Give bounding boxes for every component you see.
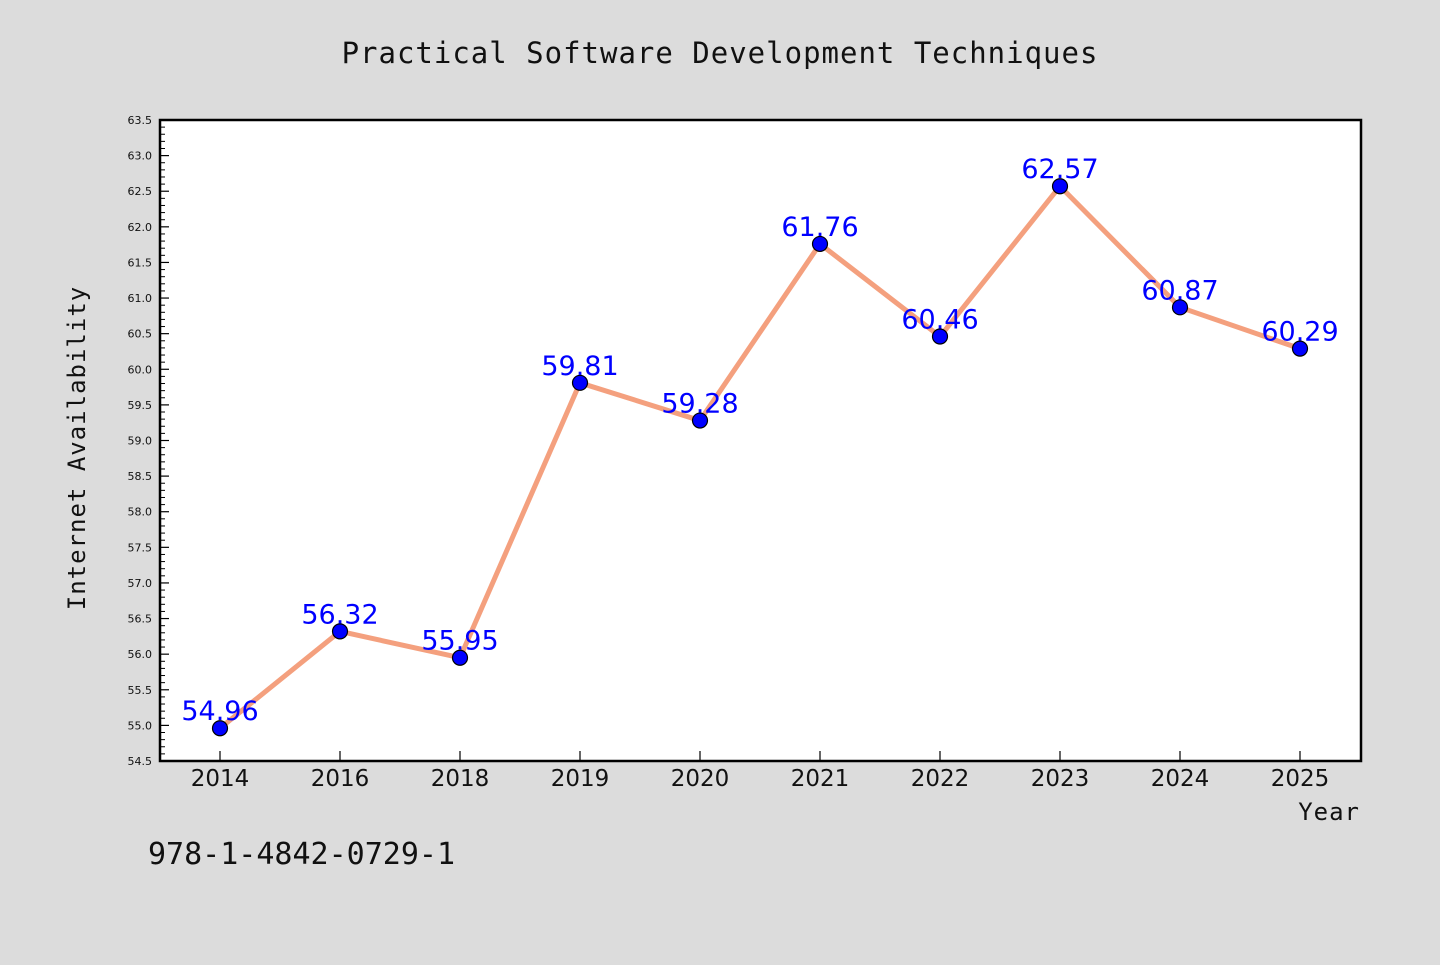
data-label: 61.76 [781, 212, 858, 243]
y-tick-label: 57.0 [128, 577, 153, 590]
chart-title: Practical Software Development Technique… [342, 36, 1099, 70]
x-tick-label: 2014 [191, 766, 250, 792]
x-tick-label: 2020 [671, 766, 730, 792]
data-label: 60.29 [1261, 317, 1338, 348]
x-tick-label: 2021 [791, 766, 850, 792]
x-tick-label: 2024 [1151, 766, 1210, 792]
y-axis-title: Internet Availability [63, 286, 91, 610]
data-point [811, 235, 829, 253]
series-line [217, 183, 1303, 731]
y-tick-label: 63.5 [128, 114, 153, 127]
data-label: 59.28 [661, 389, 738, 420]
y-tick-label: 63.0 [128, 150, 153, 163]
x-tick-label: 2023 [1031, 766, 1090, 792]
x-tick-label: 2016 [311, 766, 370, 792]
y-tick-label: 55.5 [128, 684, 153, 697]
plot-frame [158, 118, 1363, 763]
y-tick-label: 60.0 [128, 363, 153, 376]
x-tick-label: 2022 [911, 766, 970, 792]
x-tick-label: 2019 [551, 766, 610, 792]
data-point [571, 374, 589, 391]
footnote: 978-1-4842-0729-1 [148, 837, 455, 872]
y-tick-label: 56.0 [128, 648, 153, 661]
data-label: 60.46 [901, 305, 978, 336]
plot-area [160, 120, 1361, 761]
data-point [211, 720, 229, 737]
series-layer: 54.96 56.32 55.95 59.81 59.28 61.76 60.46 62.57… [181, 154, 1339, 737]
axis-ticks: 54.5 55.0 55.5 56.0 56.5 57.0 57.5 58.0 58.5 59.0… [128, 114, 1330, 792]
y-tick-label: 61.0 [128, 292, 153, 305]
data-label: 60.87 [1141, 275, 1218, 306]
data-label: 55.95 [421, 626, 498, 657]
y-tick-label: 59.0 [128, 435, 153, 448]
y-tick-label: 56.5 [128, 613, 153, 626]
y-tick-label: 60.5 [128, 328, 153, 341]
data-point [691, 412, 709, 429]
y-tick-label: 55.0 [128, 719, 153, 732]
y-tick-label: 54.5 [128, 755, 153, 768]
data-point [451, 649, 469, 666]
y-tick-label: 62.0 [128, 221, 153, 234]
data-point [1051, 178, 1069, 195]
data-point [1291, 340, 1309, 357]
data-label: 56.32 [301, 599, 378, 630]
y-tick-label: 58.5 [128, 470, 153, 483]
y-tick-label: 58.0 [128, 506, 153, 519]
y-tick-label: 59.5 [128, 399, 153, 412]
data-point [1171, 299, 1189, 316]
data-point [931, 328, 949, 345]
data-label: 59.81 [541, 351, 618, 382]
x-tick-label: 2018 [431, 766, 490, 792]
data-label: 62.57 [1021, 154, 1098, 185]
y-tick-label: 57.5 [128, 541, 153, 554]
y-tick-label: 62.5 [128, 185, 153, 198]
y-tick-label: 61.5 [128, 256, 153, 269]
data-label: 54.96 [181, 696, 258, 727]
x-tick-label: 2025 [1271, 766, 1330, 792]
data-point [331, 623, 349, 640]
x-axis-title: Year [1298, 798, 1360, 826]
